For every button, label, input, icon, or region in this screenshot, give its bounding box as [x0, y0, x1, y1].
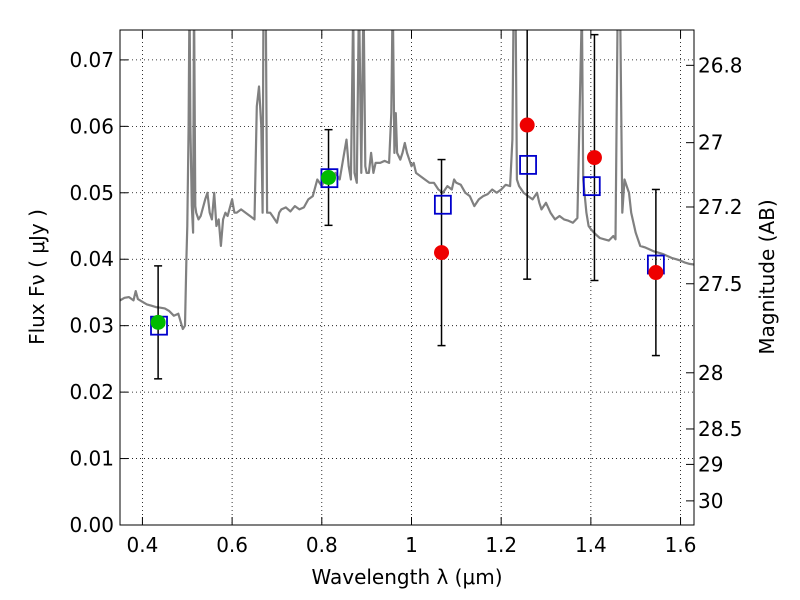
observed-point [150, 314, 166, 330]
y-tick-label: 0.00 [69, 513, 114, 537]
x-tick-label: 1 [405, 533, 418, 557]
x-tick-label: 1.2 [485, 533, 517, 557]
observed-point [519, 117, 535, 133]
model-point [519, 154, 537, 175]
observed-point [586, 150, 602, 166]
y-tick-label: 0.07 [69, 48, 114, 72]
mag-tick-label: 26.8 [698, 53, 743, 77]
mag-tick-label: 27 [698, 131, 723, 155]
observed-point [434, 245, 450, 261]
model-point [582, 176, 601, 197]
mag-tick-label: 30 [698, 489, 723, 513]
mag-tick-label: 27.5 [698, 272, 743, 296]
mag-tick-label: 29 [698, 452, 723, 476]
x-tick-label: 0.8 [306, 533, 338, 557]
spectrum-layer [120, 30, 694, 331]
x-tick-label: 0.6 [216, 533, 248, 557]
y2-axis-label: Magnitude (AB) [755, 199, 779, 354]
mag-tick-label: 28.5 [698, 417, 743, 441]
y-axis-ticks: 0.00 0.01 0.02 0.03 0.04 0.05 0.06 0.07 [69, 48, 128, 537]
x-axis-label: Wavelength λ (μm) [311, 565, 502, 589]
y-tick-label: 0.06 [69, 114, 114, 138]
observed-point [648, 265, 664, 281]
x-axis-ticks: 0.4 0.6 0.8 1 1.2 1.4 1.6 [127, 30, 697, 557]
y-tick-label: 0.05 [69, 181, 114, 205]
y-axis-label: Flux Fν ( μJy ) [25, 209, 49, 345]
y-tick-label: 0.02 [69, 380, 114, 404]
model-point [433, 194, 452, 215]
mag-tick-label: 28 [698, 361, 723, 385]
mag-tick-label: 27.2 [698, 195, 743, 219]
plot-frame [119, 29, 695, 526]
x-tick-label: 1.6 [665, 533, 697, 557]
x-tick-label: 1.4 [575, 533, 607, 557]
y-tick-label: 0.04 [69, 247, 114, 271]
observed-point [321, 170, 337, 186]
observed-layer [150, 117, 664, 330]
x-tick-label: 0.4 [127, 533, 159, 557]
y-tick-label: 0.01 [69, 447, 114, 471]
model-layer [150, 154, 665, 336]
y-tick-label: 0.03 [69, 314, 114, 338]
magnitude-axis-ticks: 26.8 27 27.2 27.5 28 28.5 29 30 [686, 53, 743, 513]
spectrum-line [120, 30, 694, 331]
grid [120, 30, 694, 525]
